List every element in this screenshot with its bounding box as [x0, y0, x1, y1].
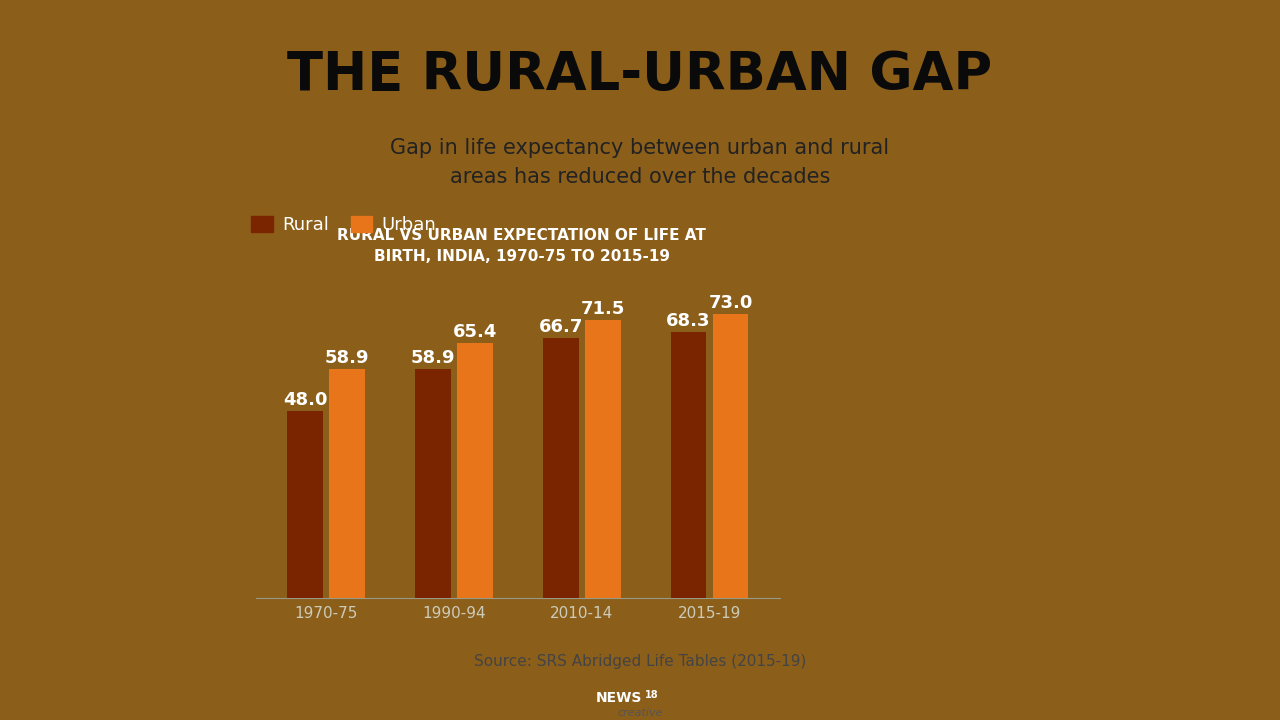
Text: 48.0: 48.0 [283, 391, 328, 409]
Text: 68.3: 68.3 [666, 312, 710, 330]
Text: RURAL VS URBAN EXPECTATION OF LIFE AT
BIRTH, INDIA, 1970-75 TO 2015-19: RURAL VS URBAN EXPECTATION OF LIFE AT BI… [338, 228, 707, 264]
Text: THE RURAL-URBAN GAP: THE RURAL-URBAN GAP [288, 49, 992, 102]
Text: 66.7: 66.7 [539, 318, 582, 336]
Bar [543, 338, 579, 598]
Bar [415, 369, 451, 598]
Bar [671, 332, 707, 598]
Text: 73.0: 73.0 [708, 294, 753, 312]
Text: NEWS: NEWS [595, 690, 643, 705]
Bar [287, 411, 323, 598]
Bar [713, 314, 749, 598]
Text: 65.4: 65.4 [453, 323, 497, 341]
Text: 58.9: 58.9 [325, 348, 370, 366]
Text: creative: creative [617, 708, 663, 718]
Text: 71.5: 71.5 [581, 300, 625, 318]
Bar [585, 320, 621, 598]
Text: Gap in life expectancy between urban and rural
areas has reduced over the decade: Gap in life expectancy between urban and… [390, 138, 890, 187]
Bar [329, 369, 365, 598]
Legend: Rural, Urban: Rural, Urban [244, 209, 443, 241]
Text: Source: SRS Abridged Life Tables (2015-19): Source: SRS Abridged Life Tables (2015-1… [474, 654, 806, 669]
Text: 18: 18 [645, 690, 659, 701]
Bar [457, 343, 493, 598]
Text: 58.9: 58.9 [411, 348, 456, 366]
